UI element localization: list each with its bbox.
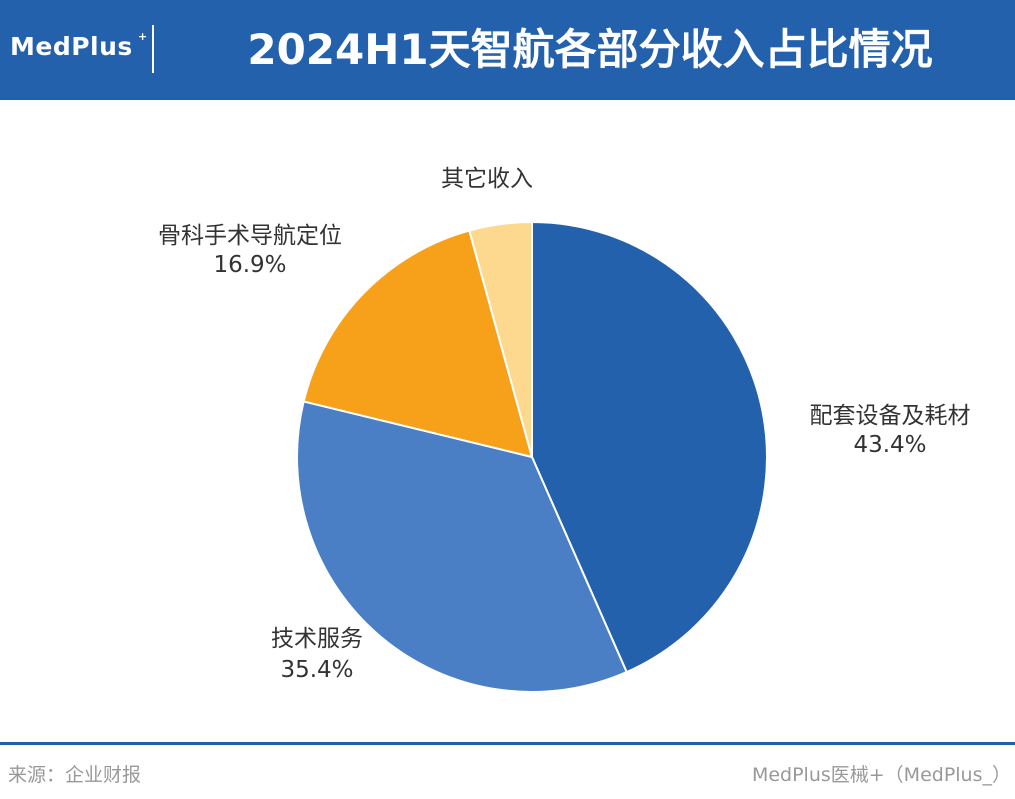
slice-label: 技术服务 bbox=[271, 626, 363, 652]
chart-title: 2024H1天智航各部分收入占比情况 bbox=[247, 25, 933, 74]
slice-label: 其它收入 bbox=[441, 166, 533, 192]
brand-logo-plus: + bbox=[138, 30, 148, 43]
logo-divider bbox=[152, 25, 154, 73]
pie-slice bbox=[302, 229, 534, 459]
credit-note: MedPlus医械+（MedPlus_） bbox=[751, 764, 1011, 786]
brand-logo: MedPlus bbox=[10, 32, 133, 61]
header-banner: MedPlus + 2024H1天智航各部分收入占比情况 bbox=[0, 0, 1015, 100]
footer-divider bbox=[0, 742, 1015, 745]
pie-slice bbox=[296, 400, 628, 693]
slice-value-label: 43.4% bbox=[853, 432, 926, 458]
slice-label: 骨科手术导航定位 bbox=[158, 223, 342, 249]
pie-slice bbox=[531, 220, 768, 674]
pie-labels: 配套设备及耗材 43.4% 技术服务 35.4% 骨科手术导航定位 16.9% 其它收入 bbox=[158, 166, 971, 683]
slice-label: 配套设备及耗材 bbox=[810, 403, 971, 429]
slice-value-label: 16.9% bbox=[213, 252, 286, 278]
pie-slices bbox=[296, 220, 768, 693]
slice-value-label: 35.4% bbox=[280, 657, 353, 683]
pie-chart: 配套设备及耗材 43.4% 技术服务 35.4% 骨科手术导航定位 16.9% 其它收入 bbox=[158, 166, 971, 693]
source-note: 来源：企业财报 bbox=[8, 764, 142, 786]
pie-slice bbox=[468, 220, 533, 458]
